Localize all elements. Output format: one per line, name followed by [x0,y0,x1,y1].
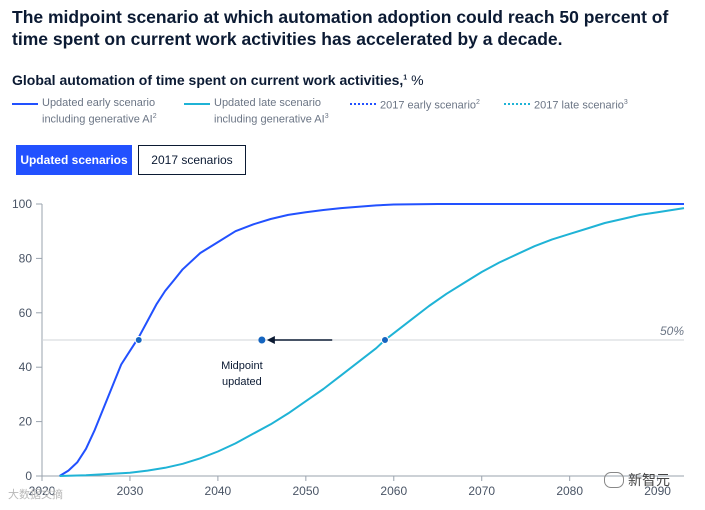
legend-footnote: 3 [623,99,628,106]
annotation-midpoint-dot [258,336,266,344]
subtitle-unit: % [411,72,424,88]
y-tick-label: 100 [12,197,32,211]
2017-scenarios-button[interactable]: 2017 scenarios [138,145,246,175]
midpoint-marker-late [380,336,389,344]
legend-line-icon [184,103,210,105]
x-tick-label: 2040 [205,484,232,498]
subtitle-text: Global automation of time spent on curre… [12,72,404,88]
y-tick-label: 60 [19,306,33,320]
legend-footnote: 2 [476,99,480,106]
legend-label: Updated late scenario [214,97,322,109]
annotation-label-line2: updated [222,376,262,388]
y-tick-label: 0 [25,469,32,483]
watermark-left: 大数据文摘 [8,489,63,501]
y-tick-label: 40 [19,360,33,374]
x-tick-label: 2060 [380,484,407,498]
annotation-arrow-head [266,336,275,344]
series-line-updated-early [59,203,684,477]
headline: The midpoint scenario at which automatio… [12,7,669,49]
watermark-right: 新智元 [604,470,670,490]
y-tick-label: 80 [19,251,33,265]
watermark-right-text: 新智元 [628,472,670,488]
legend-label-2: including generative AI [42,113,153,126]
reference-line-label: 50% [660,324,684,338]
x-tick-label: 2080 [556,484,583,498]
legend-label: 2017 early scenario [380,99,477,112]
legend-line-icon [12,103,38,105]
legend-footnote: 2 [152,113,157,120]
subtitle-footnote: 1 [403,74,408,82]
y-tick-label: 20 [19,415,33,429]
wechat-icon [604,472,624,488]
legend-label: 2017 late scenario [534,99,624,112]
x-tick-label: 2030 [117,484,144,498]
x-tick-label: 2070 [468,484,495,498]
series-line-updated-late [59,207,685,477]
legend: Updated early scenario including generat… [12,96,702,128]
updated-scenarios-button[interactable]: Updated scenarios [16,145,132,175]
midpoint-marker-early [134,336,143,344]
legend-line-icon [504,103,530,105]
annotation-label-line1: Midpoint [221,360,263,372]
x-tick-label: 2020 [29,484,56,498]
x-tick-label: 2050 [292,484,319,498]
x-tick-label: 2090 [644,484,671,498]
legend-footnote: 3 [324,113,329,120]
legend-label-2: including generative AI [214,113,325,126]
chart-subtitle: Global automation of time spent on curre… [12,72,424,88]
legend-label: Updated early scenario [42,97,156,109]
legend-line-icon [350,103,376,105]
